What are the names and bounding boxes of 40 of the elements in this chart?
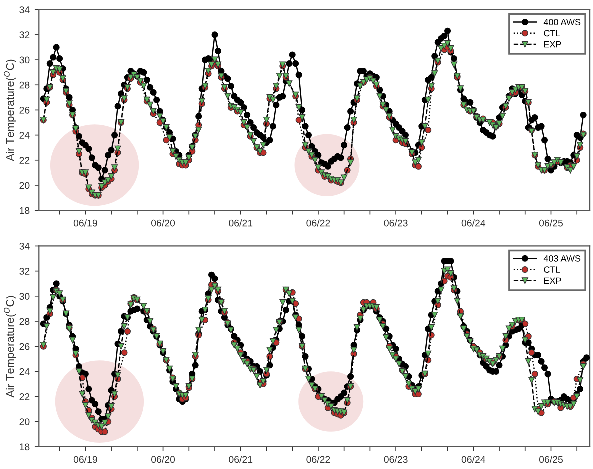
y-tick-label: 28 <box>20 82 30 89</box>
x-tick-label: 06/21 <box>229 220 253 227</box>
x-tick-label: 06/20 <box>152 456 176 464</box>
y-tick-label: 34 <box>20 6 30 14</box>
x-tick-label: 06/23 <box>384 456 408 464</box>
x-tick-label: 06/25 <box>539 456 563 464</box>
legend-label: EXP <box>544 278 562 284</box>
y-tick-label: 18 <box>20 444 30 451</box>
legend-label: 403 AWS <box>544 255 581 262</box>
x-tick-label: 06/20 <box>152 220 176 227</box>
legend-label: CTL <box>544 30 560 37</box>
x-tick-label: 06/22 <box>306 220 330 227</box>
y-tick-label: 32 <box>20 32 30 39</box>
y-tick-label: 30 <box>20 56 30 64</box>
x-tick-label: 06/19 <box>74 220 98 227</box>
y-tick-label: 32 <box>20 268 30 275</box>
y-tick-label: 22 <box>20 394 30 400</box>
y-tick-label: 28 <box>20 318 30 326</box>
y-tick-label: 24 <box>20 132 30 139</box>
x-tick-label: 06/24 <box>462 220 486 227</box>
y-axis-title: Air Temperature($^{O}$C) <box>4 60 16 162</box>
y-tick-label: 26 <box>20 343 30 350</box>
x-tick-label: 06/24 <box>462 456 486 464</box>
x-tick-label: 06/23 <box>384 220 408 227</box>
legend-label: EXP <box>544 41 562 48</box>
y-tick-label: 20 <box>20 418 30 426</box>
y-tick-label: 18 <box>20 207 30 214</box>
legend-label: 400 AWS <box>544 19 581 26</box>
legend-label: CTL <box>544 266 560 274</box>
x-tick-label: 06/25 <box>539 220 563 227</box>
y-tick-label: 26 <box>20 106 30 114</box>
x-tick-label: 06/19 <box>74 456 98 464</box>
x-tick-label: 06/21 <box>229 456 253 464</box>
x-tick-label: 06/22 <box>306 456 330 464</box>
y-tick-label: 34 <box>20 242 30 250</box>
y-tick-label: 20 <box>20 182 30 190</box>
y-axis-title: Air Temperature($^{O}$C) <box>4 296 16 398</box>
y-tick-label: 22 <box>20 157 30 164</box>
y-tick-label: 30 <box>20 293 30 300</box>
y-tick-label: 24 <box>20 368 30 376</box>
